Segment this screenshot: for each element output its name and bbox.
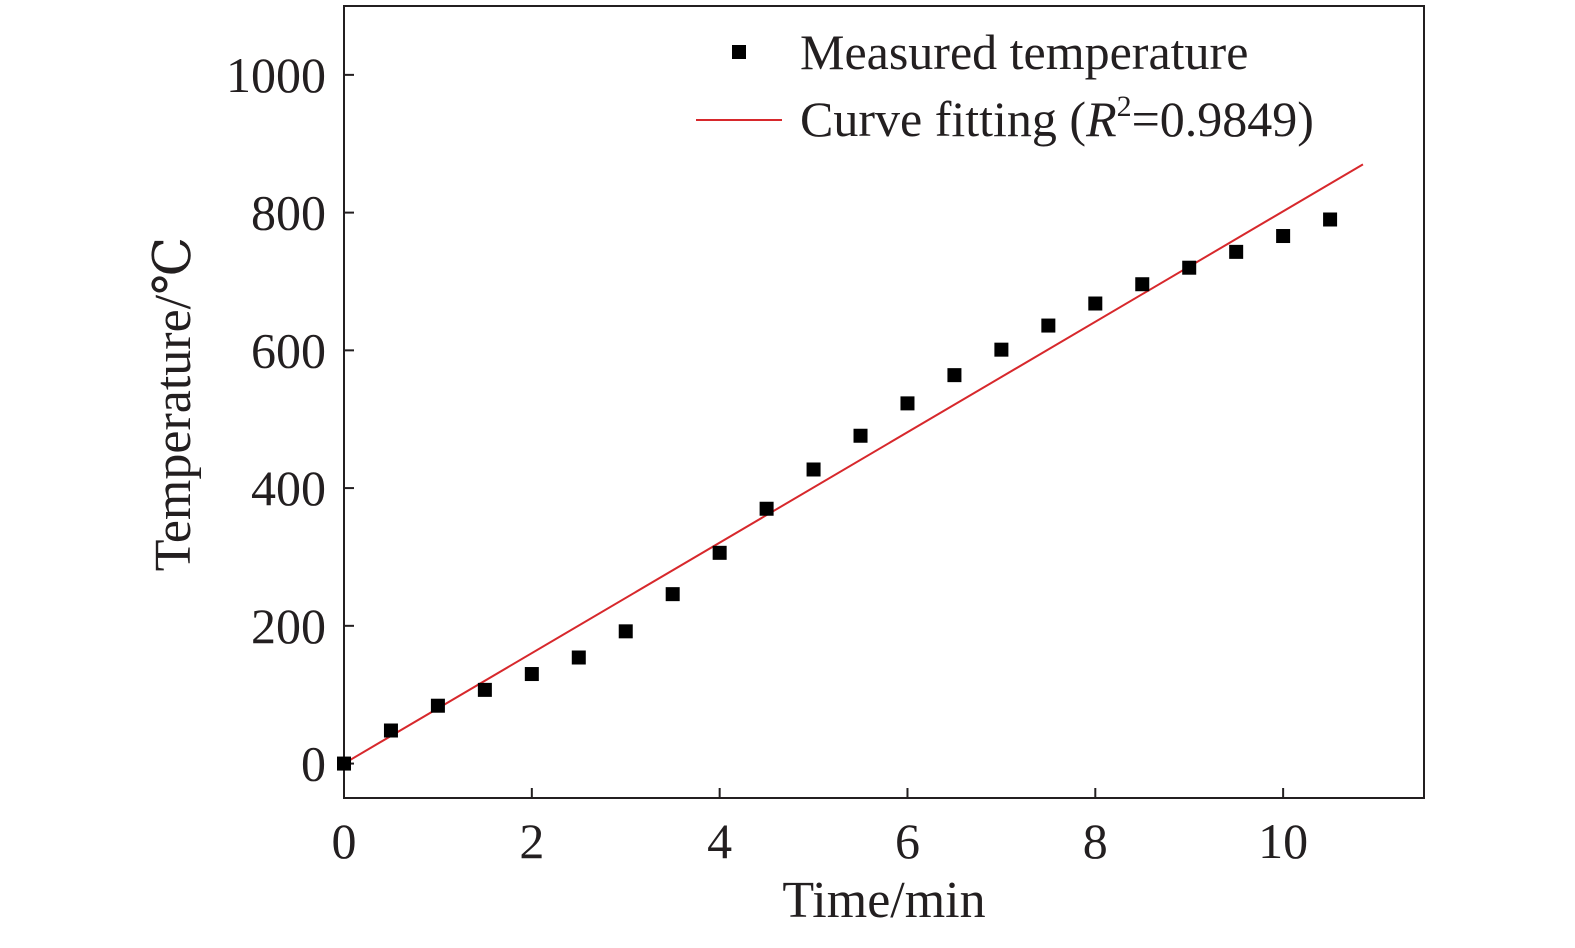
- x-tick-label: 8: [1083, 813, 1108, 869]
- legend-measured-label: Measured temperature: [800, 24, 1248, 80]
- legend-fit-label: Curve fitting (R2=0.9849): [800, 90, 1314, 147]
- x-axis-ticks: 0 2 4 6 8 10: [332, 788, 1308, 869]
- data-point: [1041, 318, 1056, 333]
- y-tick-label: 200: [251, 598, 326, 654]
- data-point: [947, 368, 962, 383]
- y-axis-ticks: 0 200 400 600 800 1000: [226, 47, 354, 792]
- data-point: [337, 756, 351, 771]
- data-point: [900, 396, 915, 411]
- y-tick-label: 1000: [226, 47, 326, 103]
- y-tick-label: 400: [251, 460, 326, 516]
- data-point: [571, 650, 586, 665]
- y-axis-title: Temperature/℃: [145, 237, 202, 572]
- legend: Measured temperature Curve fitting (R2=0…: [696, 24, 1314, 147]
- y-tick-label: 800: [251, 185, 326, 241]
- data-point: [1088, 296, 1103, 311]
- data-point: [853, 428, 868, 443]
- legend-fit-suffix: =0.9849): [1132, 91, 1314, 147]
- legend-r-superscript: 2: [1117, 90, 1132, 123]
- y-tick-label: 0: [301, 736, 326, 792]
- data-point: [477, 682, 492, 697]
- x-tick-label: 10: [1258, 813, 1308, 869]
- fit-line-layer: [343, 163, 1364, 765]
- data-point: [806, 462, 821, 477]
- data-point: [1323, 212, 1338, 227]
- data-point: [618, 624, 633, 639]
- x-tick-label: 0: [332, 813, 357, 869]
- data-point: [383, 723, 398, 738]
- plot-frame: [343, 5, 1425, 799]
- data-point: [1276, 229, 1291, 244]
- measured-points-layer: [337, 212, 1338, 771]
- x-axis-title: Time/min: [782, 872, 985, 929]
- data-point: [1229, 244, 1244, 259]
- plot-border: [343, 5, 1425, 799]
- data-point: [524, 667, 539, 682]
- data-point: [1182, 260, 1197, 275]
- fit-line: [343, 163, 1364, 765]
- data-point: [712, 545, 727, 560]
- legend-fit-prefix: Curve fitting (: [800, 91, 1086, 147]
- x-tick-label: 6: [895, 813, 920, 869]
- x-tick-label: 4: [707, 813, 732, 869]
- data-point: [994, 342, 1009, 357]
- y-tick-label: 600: [251, 322, 326, 378]
- data-point: [1135, 277, 1150, 292]
- data-point: [665, 587, 680, 602]
- x-tick-label: 2: [519, 813, 544, 869]
- data-point: [430, 698, 445, 713]
- legend-measured-marker: [732, 45, 746, 59]
- data-point: [759, 501, 774, 516]
- legend-r-symbol: R: [1085, 91, 1117, 147]
